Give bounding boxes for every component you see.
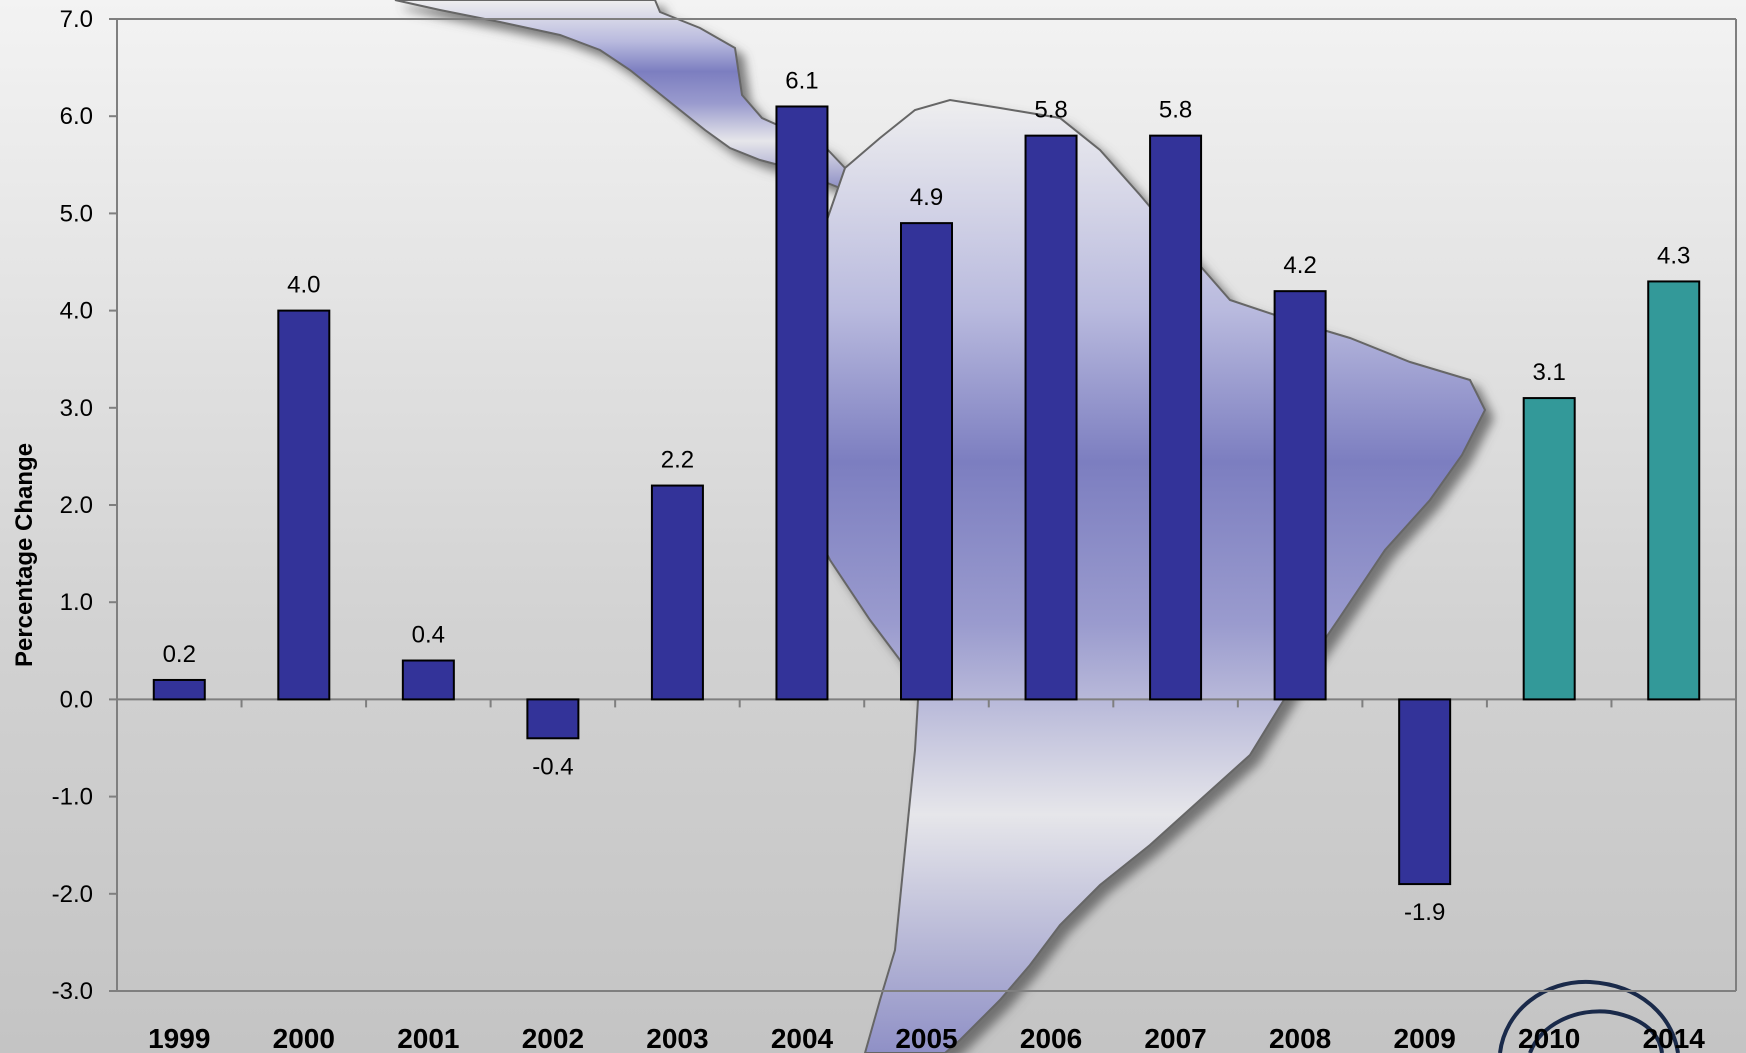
category-label-2000: 2000	[273, 1023, 335, 1053]
data-label-2009: -1.9	[1404, 899, 1445, 926]
category-labels: 1999 2000 2001 2002 2003 2004 2005 2006 2007 2008…	[148, 1023, 1705, 1053]
y-axis-ticks: -3.0 -2.0 -1.0 0.0 1.0 2.0 3.0 4.0 5.0 6.0 7.0	[52, 6, 117, 1005]
data-label-2001: 0.4	[412, 622, 445, 649]
category-label-2008: 2008	[1269, 1023, 1331, 1053]
data-label-2014: 4.3	[1657, 242, 1690, 269]
category-label-2002: 2002	[522, 1023, 584, 1053]
y-tick-label: -2.0	[52, 881, 93, 908]
bar-2008	[1273, 290, 1327, 701]
bar-1999	[152, 678, 206, 701]
category-label-2004: 2004	[771, 1023, 834, 1053]
category-label-2003: 2003	[646, 1023, 708, 1053]
y-tick-label: 0.0	[60, 686, 93, 713]
y-tick-label: 2.0	[60, 492, 93, 519]
bar-2002	[526, 698, 580, 740]
x-axis-ticks	[240, 699, 1613, 708]
y-axis-title: Percentage Change	[11, 443, 38, 667]
data-label-2000: 4.0	[287, 272, 320, 299]
bar-2005	[900, 222, 953, 701]
bar-series	[152, 105, 1701, 886]
y-tick-label: 6.0	[60, 103, 93, 130]
category-label-2007: 2007	[1144, 1023, 1206, 1053]
data-label-2004: 6.1	[785, 67, 818, 94]
bar-2001	[401, 659, 455, 701]
data-label-2003: 2.2	[661, 447, 694, 474]
category-label-2005: 2005	[895, 1023, 957, 1053]
y-tick-label: 4.0	[60, 298, 93, 325]
bar-2004	[775, 105, 829, 701]
y-tick-label: -1.0	[52, 784, 93, 811]
bar-2009	[1398, 698, 1452, 886]
data-labels: 0.2 4.0 0.4 -0.4 2.2 6.1 4.9 5.8 5.8 4.2 -1.9 3.1 4.…	[163, 67, 1691, 926]
category-label-2006: 2006	[1020, 1023, 1082, 1053]
bar-2010	[1522, 397, 1576, 701]
bar-2000	[277, 309, 331, 701]
bar-2003	[650, 484, 704, 701]
category-label-2010: 2010	[1518, 1023, 1580, 1053]
y-tick-label: -3.0	[52, 978, 93, 1005]
data-label-2005: 4.9	[910, 184, 943, 211]
category-label-1999: 1999	[148, 1023, 210, 1053]
data-label-2010: 3.1	[1533, 359, 1566, 386]
logo-watermark	[1498, 979, 1680, 1053]
bar-2007	[1149, 134, 1203, 701]
data-label-1999: 0.2	[163, 641, 196, 668]
category-label-2009: 2009	[1394, 1023, 1456, 1053]
y-tick-label: 5.0	[60, 200, 93, 227]
data-label-2002: -0.4	[532, 753, 573, 780]
data-label-2007: 5.8	[1159, 97, 1192, 124]
plot-area: -3.0 -2.0 -1.0 0.0 1.0 2.0 3.0 4.0 5.0 6.0 7.0 0.2…	[52, 6, 1737, 1053]
y-tick-label: 7.0	[60, 6, 93, 33]
bar-2014	[1647, 280, 1701, 701]
data-label-2008: 4.2	[1283, 252, 1316, 279]
category-label-2014: 2014	[1643, 1023, 1706, 1053]
y-tick-label: 3.0	[60, 395, 93, 422]
y-tick-label: 1.0	[60, 589, 93, 616]
bar-2006	[1024, 134, 1078, 701]
category-label-2001: 2001	[397, 1023, 459, 1053]
data-label-2006: 5.8	[1034, 97, 1067, 124]
